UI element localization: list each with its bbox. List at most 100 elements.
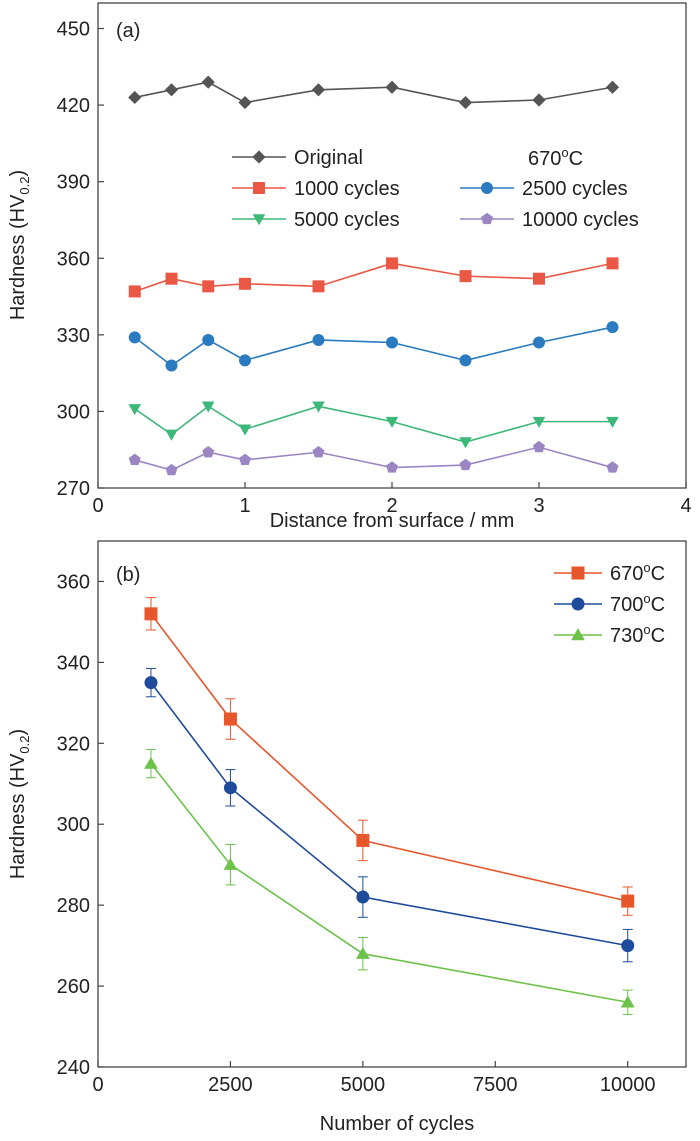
x-tick-label: 0 bbox=[92, 495, 103, 517]
data-point bbox=[223, 781, 237, 795]
data-point bbox=[202, 445, 215, 458]
data-point bbox=[605, 80, 620, 94]
panel-a-legend: Original 1000 cycles 2500 cycles 5000 cycle… bbox=[232, 147, 639, 231]
x-tick-label: 2500 bbox=[208, 1074, 253, 1096]
legend-label: 670oC bbox=[610, 560, 665, 585]
panel-b-label: (b) bbox=[116, 564, 140, 586]
data-point bbox=[165, 463, 178, 476]
data-point bbox=[165, 359, 178, 372]
data-point bbox=[239, 277, 251, 290]
data-point bbox=[223, 857, 238, 870]
data-point bbox=[223, 712, 237, 726]
y-tick-label: 330 bbox=[57, 325, 90, 347]
y-tick-label: 280 bbox=[57, 895, 90, 917]
x-tick-label: 7500 bbox=[473, 1074, 518, 1096]
y-tick-label: 260 bbox=[57, 976, 90, 998]
x-tick-label: 10000 bbox=[600, 1074, 656, 1096]
panel-b-y-axis-label: Hardness (HV0.2) bbox=[7, 729, 32, 879]
data-point bbox=[606, 321, 619, 334]
data-point bbox=[128, 404, 142, 416]
series-line bbox=[150, 763, 628, 1004]
legend-label: 5000 cycles bbox=[294, 209, 400, 231]
data-point bbox=[356, 890, 370, 904]
legend-marker bbox=[481, 182, 493, 194]
data-point bbox=[128, 90, 142, 105]
data-point bbox=[606, 257, 619, 270]
data-point bbox=[238, 424, 252, 436]
data-point bbox=[312, 445, 325, 458]
data-point bbox=[238, 95, 252, 110]
x-tick-label: 2 bbox=[386, 495, 397, 517]
data-point bbox=[239, 354, 251, 367]
data-point bbox=[385, 80, 399, 94]
panel-b-series bbox=[144, 597, 635, 1015]
data-point bbox=[201, 75, 215, 89]
data-point bbox=[201, 401, 215, 413]
data-point bbox=[458, 95, 473, 110]
legend-marker bbox=[571, 566, 585, 580]
panel-b: (b) 240 260 280 300 320 340 360 0 2500 5000 7500 1… bbox=[7, 540, 687, 1135]
data-point bbox=[386, 257, 398, 270]
y-tick-label: 450 bbox=[57, 19, 90, 41]
y-tick-label: 240 bbox=[57, 1057, 90, 1079]
legend-marker bbox=[571, 597, 585, 611]
data-point bbox=[533, 440, 545, 453]
y-tick-label: 420 bbox=[57, 95, 90, 117]
legend-label: 10000 cycles bbox=[522, 209, 639, 231]
panel-a-label: (a) bbox=[116, 20, 140, 42]
y-tick-label: 360 bbox=[57, 571, 90, 593]
legend-marker bbox=[253, 182, 265, 194]
series-line bbox=[150, 682, 628, 947]
data-point bbox=[621, 894, 635, 908]
legend-marker bbox=[252, 214, 266, 226]
y-tick-label: 360 bbox=[57, 248, 90, 270]
panel-a-plot-frame bbox=[97, 2, 687, 489]
x-tick-label: 3 bbox=[533, 495, 544, 517]
panel-a-x-axis-label: Distance from surface / mm bbox=[270, 510, 515, 532]
legend-label: 700oC bbox=[610, 591, 665, 616]
data-point bbox=[311, 83, 326, 97]
data-point bbox=[459, 437, 472, 449]
legend-marker bbox=[481, 212, 493, 225]
panel-a-y-axis-label: Hardness (HV0.2) bbox=[7, 170, 32, 320]
data-point bbox=[202, 280, 215, 293]
data-point bbox=[606, 461, 619, 473]
data-point bbox=[356, 833, 370, 847]
data-point bbox=[164, 83, 179, 97]
data-point bbox=[356, 946, 370, 959]
data-point bbox=[606, 416, 619, 428]
data-point bbox=[533, 336, 545, 349]
x-tick-label: 0 bbox=[92, 1074, 103, 1096]
data-point bbox=[620, 995, 635, 1008]
y-tick-label: 320 bbox=[57, 733, 90, 755]
panel-b-legend: 670oC 700oC 730oC bbox=[554, 560, 665, 647]
y-tick-label: 340 bbox=[57, 652, 90, 674]
data-point bbox=[459, 270, 472, 283]
panel-b-x-axis: 0 2500 5000 7500 10000 bbox=[92, 1061, 656, 1096]
data-point bbox=[128, 453, 141, 466]
data-point bbox=[385, 416, 399, 428]
y-tick-label: 270 bbox=[57, 478, 90, 500]
y-tick-label: 300 bbox=[57, 814, 90, 836]
data-point bbox=[386, 461, 398, 473]
panel-a-temperature-annotation: 670oC bbox=[528, 145, 583, 170]
data-point bbox=[144, 756, 158, 769]
legend-label: 2500 cycles bbox=[522, 178, 628, 200]
legend-marker bbox=[571, 628, 585, 641]
series-line bbox=[150, 613, 628, 902]
panel-b-x-axis-label: Number of cycles bbox=[320, 1113, 475, 1135]
data-point bbox=[459, 458, 472, 471]
panel-a: (a) 270 300 330 360 390 420 450 0 1 2 3 4 Distance… bbox=[7, 2, 692, 532]
data-point bbox=[312, 333, 325, 346]
x-tick-label: 5000 bbox=[341, 1074, 386, 1096]
data-point bbox=[165, 272, 178, 285]
data-point bbox=[202, 333, 215, 346]
data-point bbox=[312, 280, 325, 293]
data-point bbox=[532, 93, 546, 107]
data-point bbox=[312, 401, 325, 413]
panel-a-y-axis: 270 300 330 360 390 420 450 bbox=[57, 19, 104, 500]
legend-label: 730oC bbox=[610, 622, 665, 647]
data-point bbox=[165, 429, 178, 441]
legend-marker bbox=[252, 150, 266, 164]
